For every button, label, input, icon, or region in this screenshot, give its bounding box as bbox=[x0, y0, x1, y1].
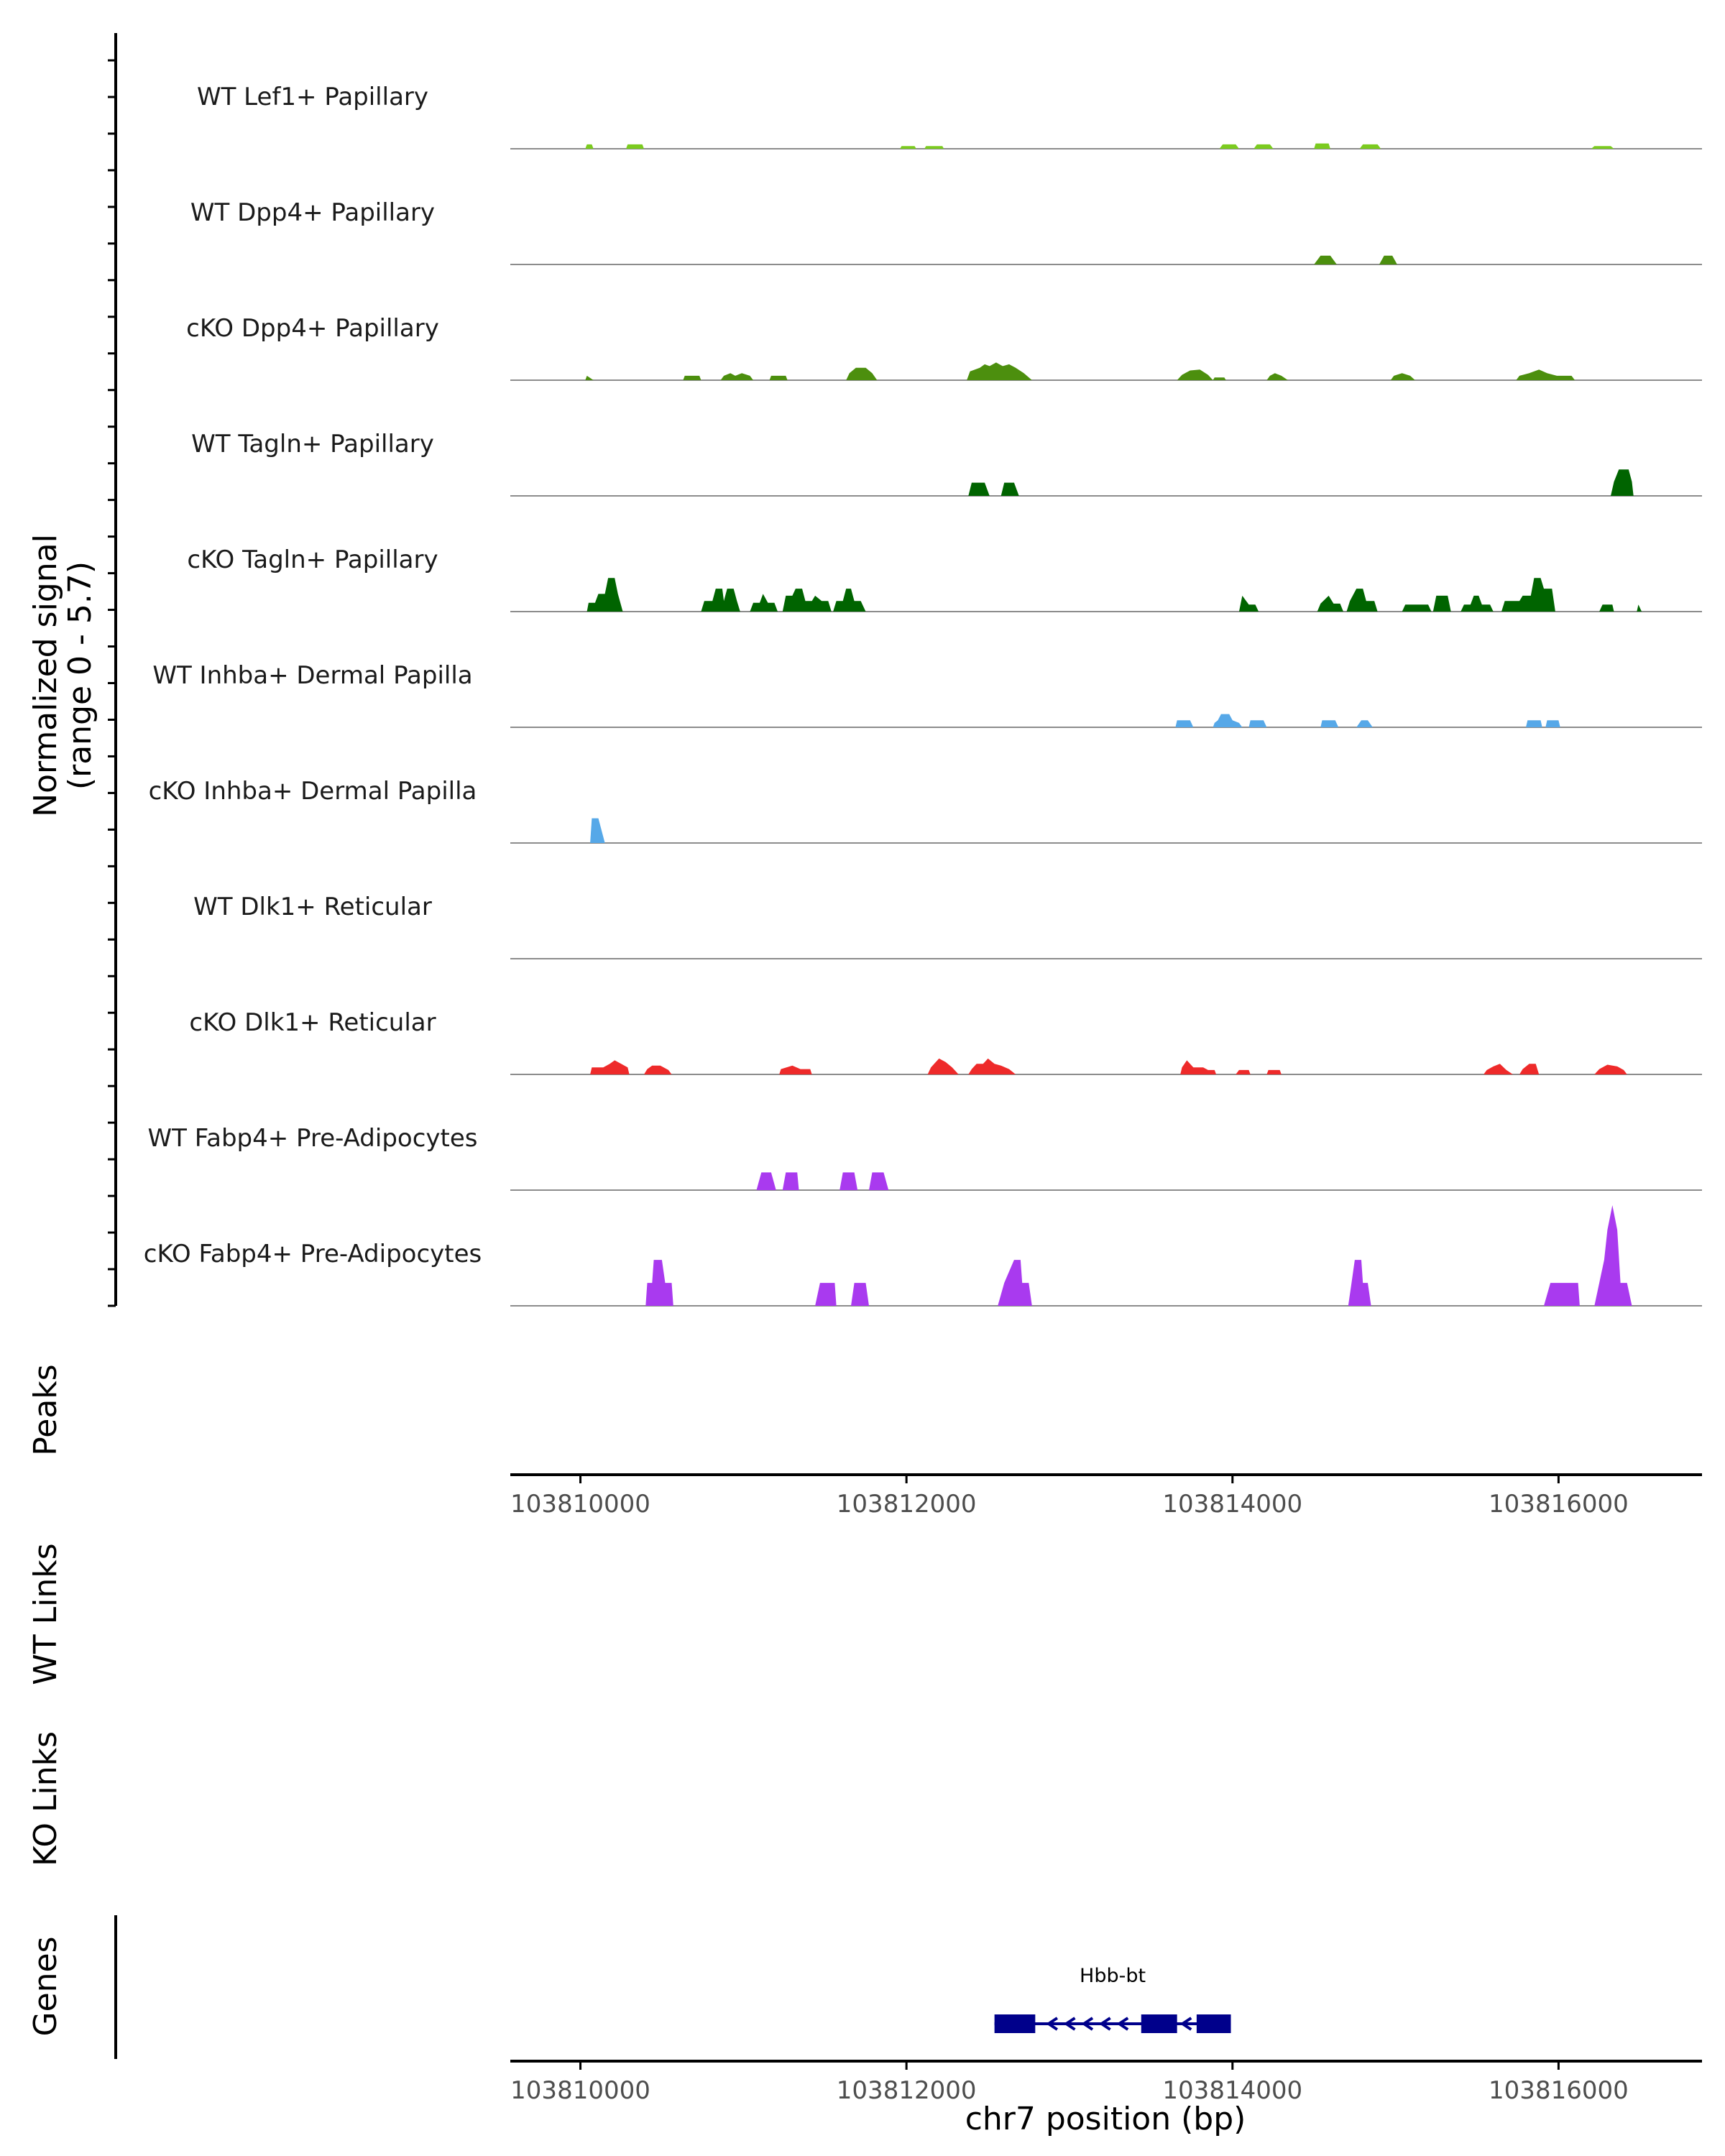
peaks-label: Peaks bbox=[27, 1364, 64, 1455]
coverage-area bbox=[585, 362, 1576, 380]
track-label: cKO Dpp4+ Papillary bbox=[186, 314, 439, 343]
track-label: WT Dlk1+ Reticular bbox=[193, 893, 432, 921]
coverage-area bbox=[1314, 255, 1397, 264]
genes-panel: Genes Hbb-bt 103810000 103812000 103814000 10… bbox=[27, 1915, 1702, 2137]
coverage-y-label: Normalized signal(range 0 - 5.7) bbox=[27, 534, 98, 817]
links-panel: WT Links KO Links bbox=[27, 1543, 64, 1866]
track-label: cKO Dlk1+ Reticular bbox=[189, 1008, 436, 1037]
gene-exon bbox=[1141, 2014, 1177, 2033]
peaks-x-axis-tick-label: 103816000 bbox=[1489, 1490, 1629, 1519]
track-label: WT Inhba+ Dermal Papilla bbox=[152, 661, 472, 690]
peaks-x-axis-tick-label: 103814000 bbox=[1162, 1490, 1302, 1519]
track-label: WT Fabp4+ Pre-Adipocytes bbox=[148, 1124, 478, 1153]
track-label: WT Tagln+ Papillary bbox=[191, 430, 434, 459]
track-label: cKO Fabp4+ Pre-Adipocytes bbox=[144, 1240, 482, 1268]
genes-label: Genes bbox=[27, 1936, 64, 2036]
gene-strand-arrow bbox=[1081, 2017, 1094, 2031]
peaks-x-axis-tick-label: 103812000 bbox=[837, 1490, 977, 1519]
coverage-area bbox=[645, 1205, 1632, 1306]
gene-exon bbox=[1196, 2014, 1231, 2033]
coverage-area bbox=[756, 1172, 889, 1190]
gene-strand-arrow bbox=[1099, 2017, 1111, 2031]
gene-strand-arrow bbox=[1046, 2017, 1059, 2031]
coverage-area bbox=[590, 1058, 1627, 1074]
genes-x-axis-tick-label: 103816000 bbox=[1489, 2076, 1629, 2105]
track-label: cKO Tagln+ Papillary bbox=[187, 545, 438, 574]
links-label: WT Links bbox=[27, 1543, 64, 1685]
gene-strand-arrow bbox=[1063, 2017, 1076, 2031]
links-label: KO Links bbox=[27, 1731, 64, 1866]
peaks-x-axis-tick-label: 103810000 bbox=[510, 1490, 650, 1519]
coverage-panel: Normalized signal(range 0 - 5.7) WT Lef1+… bbox=[27, 33, 1702, 1307]
genes-x-axis-tick-label: 103810000 bbox=[510, 2076, 650, 2105]
coverage-area bbox=[590, 818, 605, 843]
coverage-area bbox=[585, 143, 1614, 149]
gene-exon bbox=[994, 2014, 1036, 2033]
gene-name: Hbb-bt bbox=[1080, 1965, 1146, 1987]
track-label: cKO Inhba+ Dermal Papilla bbox=[149, 777, 477, 806]
track-label: WT Lef1+ Papillary bbox=[197, 83, 428, 111]
peaks-panel: Peaks 103810000 103812000 103814000 10381600… bbox=[27, 1364, 1702, 1519]
genes-x-axis-tick-label: 103812000 bbox=[837, 2076, 977, 2105]
x-axis-title: chr7 position (bp) bbox=[965, 2101, 1246, 2137]
coverage-area bbox=[586, 578, 1642, 612]
coverage-area bbox=[968, 469, 1634, 496]
y-label-line1: Normalized signal bbox=[27, 534, 64, 817]
track-label: WT Dpp4+ Papillary bbox=[190, 198, 435, 227]
y-label-line2: (range 0 - 5.7) bbox=[62, 561, 98, 790]
gene-strand-arrow bbox=[1116, 2017, 1129, 2031]
genes-x-axis-tick-label: 103814000 bbox=[1162, 2076, 1302, 2105]
coverage-area bbox=[1175, 714, 1560, 727]
gene-strand-arrow bbox=[1179, 2017, 1192, 2031]
